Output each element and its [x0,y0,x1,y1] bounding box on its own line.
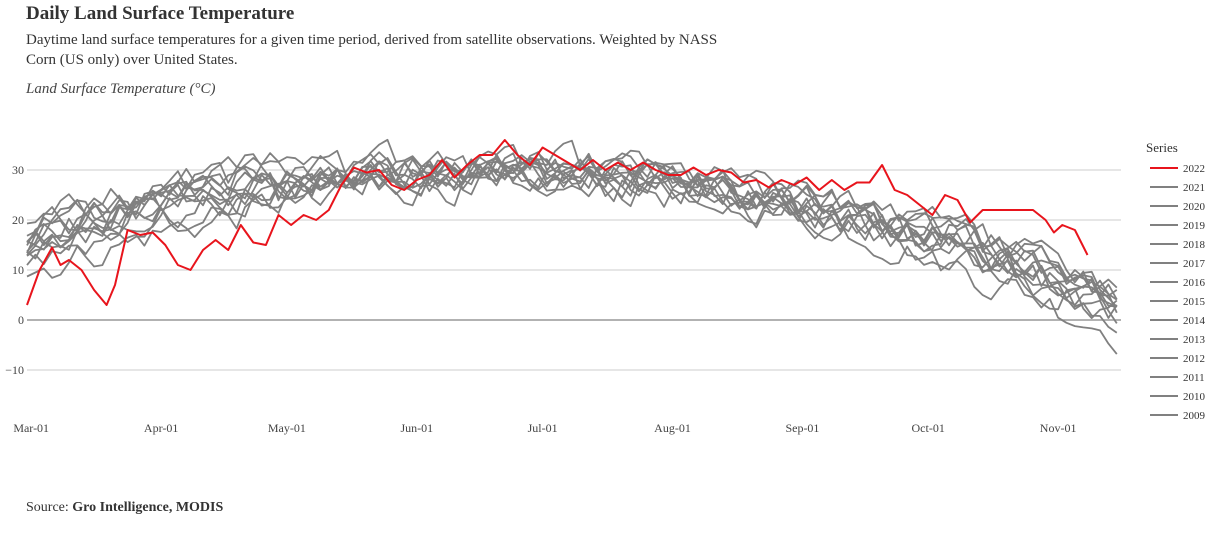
series-line-2010 [26,158,1118,320]
x-tick-label: Jul-01 [528,421,558,435]
legend-label: 2013 [1183,334,1206,346]
legend-item-2010[interactable]: 2010 [1150,391,1206,403]
legend-item-2017[interactable]: 2017 [1150,258,1206,270]
legend-item-2018[interactable]: 2018 [1150,239,1206,251]
legend-item-2015[interactable]: 2015 [1150,296,1206,308]
source-name[interactable]: Gro Intelligence, MODIS [72,500,224,515]
legend-label: 2021 [1183,182,1205,194]
series-layer [26,138,1118,355]
legend-item-2009[interactable]: 2009 [1150,410,1206,422]
x-tick-label: May-01 [268,421,306,435]
legend-item-2012[interactable]: 2012 [1150,353,1205,365]
legend-item-2016[interactable]: 2016 [1150,277,1206,289]
legend-label: 2017 [1183,258,1206,270]
x-tick-label: Jun-01 [400,421,433,435]
series-line-2012 [26,152,1117,308]
y-tick-label: 10 [12,263,24,277]
legend-item-2011[interactable]: 2011 [1150,372,1205,384]
y-tick-label: 30 [12,163,24,177]
series-line-2017 [26,139,1118,300]
x-tick-label: Oct-01 [912,421,945,435]
legend-item-2022[interactable]: 2022 [1150,163,1205,175]
source-prefix: Source: [26,500,73,515]
series-line-2022 [26,139,1089,306]
legend[interactable]: Series 2022 2021 2020 2019 2018 2017 2016 2015 20… [1146,140,1206,422]
legend-title: Series [1146,140,1178,155]
legend-item-2013[interactable]: 2013 [1150,334,1206,346]
legend-label: 2016 [1183,277,1206,289]
legend-label: 2022 [1183,163,1205,175]
axis-layer: −10 0 10 20 30 Mar-01 Apr-01 May-01 Jun-01 Jul-01… [5,163,1076,435]
legend-label: 2009 [1183,410,1206,422]
highlight-layer [26,139,1089,306]
y-axis-label: Land Surface Temperature (°C) [26,81,216,97]
legend-label: 2018 [1183,239,1206,251]
source-note: Source: Gro Intelligence, MODIS [26,500,223,516]
legend-label: 2019 [1183,220,1206,232]
legend-label: 2020 [1183,201,1206,213]
chart-subtitle: Daytime land surface temperatures for a … [26,32,718,68]
chart-title: Daily Land Surface Temperature [26,3,295,24]
x-tick-label: Aug-01 [654,421,691,435]
legend-label: 2011 [1183,372,1205,384]
legend-label: 2012 [1183,353,1205,365]
series-line-2011 [26,156,1118,301]
x-tick-label: Apr-01 [144,421,178,435]
y-tick-label: 0 [18,313,24,327]
legend-label: 2015 [1183,296,1206,308]
x-tick-label: Sep-01 [785,421,819,435]
legend-item-2014[interactable]: 2014 [1150,315,1206,327]
x-tick-label: Nov-01 [1040,421,1077,435]
y-tick-label: 20 [12,213,24,227]
y-tick-label: −10 [5,363,24,377]
x-tick-label: Mar-01 [13,421,49,435]
legend-label: 2014 [1183,315,1206,327]
legend-label: 2010 [1183,391,1206,403]
legend-item-2021[interactable]: 2021 [1150,182,1205,194]
legend-item-2019[interactable]: 2019 [1150,220,1206,232]
series-line-2009 [26,151,1118,314]
legend-item-2020[interactable]: 2020 [1150,201,1206,213]
